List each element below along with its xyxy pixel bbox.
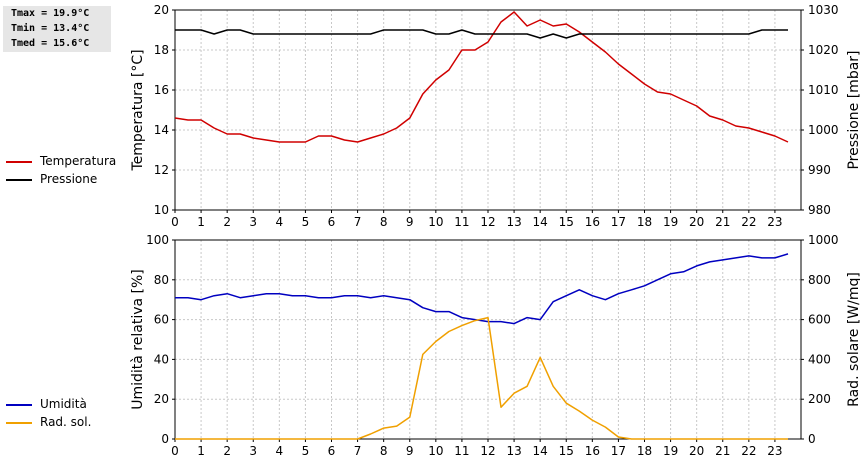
y2-tick-label: 400 bbox=[808, 352, 831, 366]
y2-tick-label: 600 bbox=[808, 313, 831, 327]
x-tick-label: 23 bbox=[767, 215, 782, 229]
x-tick-label: 3 bbox=[249, 444, 257, 458]
series-line-rad-sol bbox=[175, 316, 788, 440]
x-tick-label: 13 bbox=[506, 215, 521, 229]
y2-tick-label: 990 bbox=[808, 163, 831, 177]
legend-label-radsol: Rad. sol. bbox=[40, 415, 92, 429]
tmax-text: Tmax = 19.9°C bbox=[11, 8, 90, 19]
x-tick-label: 0 bbox=[171, 215, 179, 229]
y2-tick-label: 1020 bbox=[808, 43, 839, 57]
x-tick-label: 14 bbox=[533, 215, 548, 229]
legend-swatch-pressione bbox=[6, 179, 32, 181]
series-line-umidit bbox=[175, 253, 789, 325]
x-tick-label: 10 bbox=[428, 444, 443, 458]
y2-tick-label: 1000 bbox=[808, 123, 839, 137]
x-tick-label: 9 bbox=[406, 215, 414, 229]
x-tick-label: 5 bbox=[302, 215, 310, 229]
y-tick-label: 80 bbox=[154, 273, 169, 287]
x-tick-label: 3 bbox=[249, 215, 257, 229]
x-tick-label: 10 bbox=[428, 215, 443, 229]
y2-axis-title: Pressione [mbar] bbox=[846, 50, 860, 169]
y2-tick-label: 1030 bbox=[808, 3, 839, 17]
x-tick-label: 4 bbox=[276, 215, 284, 229]
y-axis-title: Temperatura [°C] bbox=[130, 49, 146, 171]
y-tick-label: 10 bbox=[154, 203, 169, 217]
y-tick-label: 100 bbox=[146, 233, 169, 247]
y-tick-label: 14 bbox=[154, 123, 169, 137]
x-tick-label: 23 bbox=[767, 444, 782, 458]
x-tick-label: 22 bbox=[741, 215, 756, 229]
x-tick-label: 17 bbox=[611, 215, 626, 229]
legend-swatch-umidita bbox=[6, 404, 32, 406]
legend-label-umidita: Umidità bbox=[40, 397, 87, 411]
x-tick-label: 0 bbox=[171, 444, 179, 458]
y-tick-label: 40 bbox=[154, 352, 169, 366]
x-tick-label: 19 bbox=[663, 215, 678, 229]
x-tick-label: 16 bbox=[585, 215, 600, 229]
x-tick-label: 20 bbox=[689, 215, 704, 229]
y-tick-label: 12 bbox=[154, 163, 169, 177]
legend-swatch-temperatura bbox=[6, 161, 32, 163]
x-tick-label: 17 bbox=[611, 444, 626, 458]
x-tick-label: 8 bbox=[380, 444, 388, 458]
y-tick-label: 20 bbox=[154, 392, 169, 406]
legend-swatch-radsol bbox=[6, 422, 32, 424]
series-line-temperatura bbox=[174, 11, 789, 143]
x-tick-label: 7 bbox=[354, 444, 362, 458]
y-tick-label: 20 bbox=[154, 3, 169, 17]
legend-label-pressione: Pressione bbox=[40, 172, 98, 186]
series-line-pressione bbox=[175, 29, 788, 39]
x-tick-label: 15 bbox=[559, 444, 574, 458]
x-tick-label: 13 bbox=[506, 444, 521, 458]
x-tick-label: 12 bbox=[480, 215, 495, 229]
tmin-text: Tmin = 13.4°C bbox=[11, 23, 90, 34]
x-tick-label: 2 bbox=[223, 215, 231, 229]
y2-tick-label: 980 bbox=[808, 203, 831, 217]
x-tick-label: 11 bbox=[454, 215, 469, 229]
x-tick-label: 12 bbox=[480, 444, 495, 458]
y-tick-label: 60 bbox=[154, 313, 169, 327]
y2-tick-label: 0 bbox=[808, 432, 816, 446]
legend-label-temperatura: Temperatura bbox=[40, 154, 117, 168]
x-tick-label: 18 bbox=[637, 444, 652, 458]
x-tick-label: 1 bbox=[197, 215, 205, 229]
x-tick-label: 6 bbox=[328, 444, 336, 458]
x-tick-label: 11 bbox=[454, 444, 469, 458]
y-tick-label: 18 bbox=[154, 43, 169, 57]
x-tick-label: 6 bbox=[328, 215, 336, 229]
y2-tick-label: 200 bbox=[808, 392, 831, 406]
y2-tick-label: 1000 bbox=[808, 233, 839, 247]
x-tick-label: 7 bbox=[354, 215, 362, 229]
y2-tick-label: 1010 bbox=[808, 83, 839, 97]
tmed-text: Tmed = 15.6°C bbox=[11, 38, 90, 49]
x-tick-label: 8 bbox=[380, 215, 388, 229]
x-tick-label: 18 bbox=[637, 215, 652, 229]
x-tick-label: 5 bbox=[302, 444, 310, 458]
chart-2: 0 1 2 3 4 5 6 7 8 9 10 11 12 13 14 15 16 17 18 19 20 21 22 2302… bbox=[130, 233, 860, 458]
y-tick-label: 16 bbox=[154, 83, 169, 97]
stats-box: Tmax = 19.9°C Tmin = 13.4°C Tmed = 15.6°… bbox=[3, 6, 111, 52]
chart-1: 0 1 2 3 4 5 6 7 8 9 10 11 12 13 14 15 16 17 18 19 20 21 22 2310… bbox=[130, 3, 860, 229]
x-tick-label: 21 bbox=[715, 215, 730, 229]
y-axis-title: Umidità relativa [%] bbox=[130, 269, 146, 410]
x-tick-label: 16 bbox=[585, 444, 600, 458]
y-tick-label: 0 bbox=[161, 432, 169, 446]
x-tick-label: 9 bbox=[406, 444, 414, 458]
x-tick-label: 14 bbox=[533, 444, 548, 458]
y2-axis-title: Rad. solare [W/mq] bbox=[846, 272, 860, 407]
x-tick-label: 2 bbox=[223, 444, 231, 458]
x-tick-label: 15 bbox=[559, 215, 574, 229]
x-tick-label: 19 bbox=[663, 444, 678, 458]
x-tick-label: 20 bbox=[689, 444, 704, 458]
x-tick-label: 21 bbox=[715, 444, 730, 458]
y2-tick-label: 800 bbox=[808, 273, 831, 287]
x-tick-label: 22 bbox=[741, 444, 756, 458]
x-tick-label: 4 bbox=[276, 444, 284, 458]
x-tick-label: 1 bbox=[197, 444, 205, 458]
